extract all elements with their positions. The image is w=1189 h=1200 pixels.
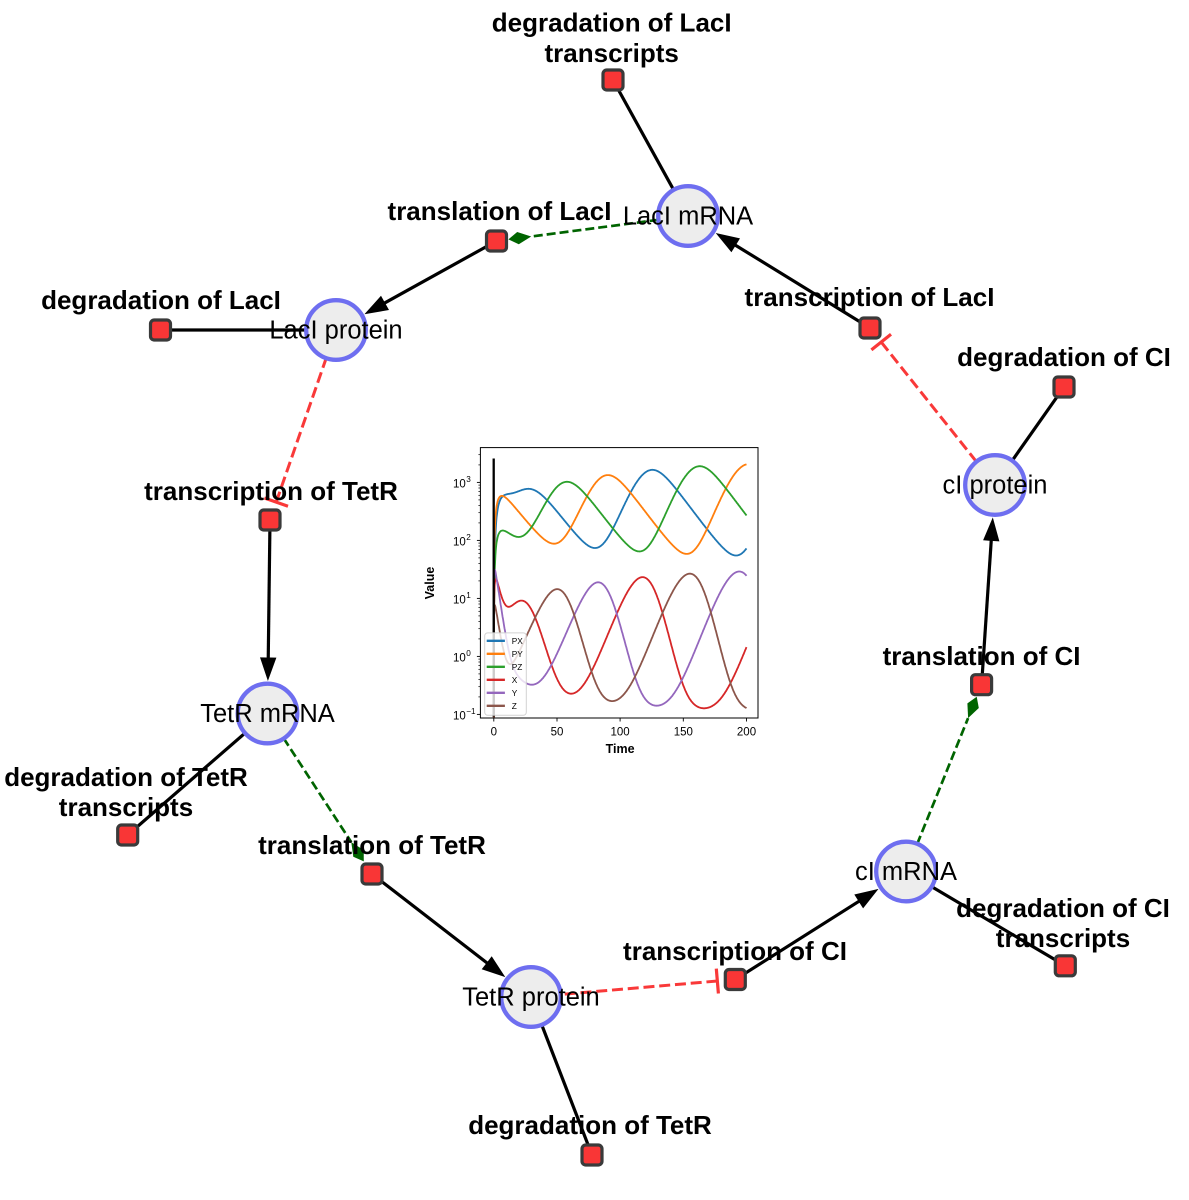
svg-text:2: 2 [466, 533, 471, 542]
svg-text:−1: −1 [466, 707, 476, 716]
svg-text:transcripts: transcripts [545, 38, 679, 68]
svg-text:PX: PX [512, 636, 524, 646]
svg-text:transcription of CI: transcription of CI [623, 936, 847, 966]
svg-text:degradation of TetR: degradation of TetR [4, 762, 248, 792]
svg-text:degradation of LacI: degradation of LacI [492, 7, 732, 37]
svg-text:0: 0 [491, 727, 497, 739]
svg-text:degradation of CI: degradation of CI [956, 893, 1170, 923]
svg-text:150: 150 [674, 727, 693, 739]
svg-text:Z: Z [512, 701, 517, 711]
svg-text:TetR protein: TetR protein [462, 984, 600, 1012]
svg-text:50: 50 [551, 727, 564, 739]
svg-text:10: 10 [453, 653, 466, 665]
svg-text:LacI mRNA: LacI mRNA [623, 203, 753, 231]
svg-text:degradation of LacI: degradation of LacI [41, 285, 281, 315]
svg-text:transcription of TetR: transcription of TetR [144, 476, 398, 506]
svg-text:TetR mRNA: TetR mRNA [200, 700, 335, 728]
svg-text:200: 200 [737, 727, 756, 739]
svg-text:translation of LacI: translation of LacI [388, 196, 612, 226]
svg-text:transcription of LacI: transcription of LacI [745, 282, 995, 312]
svg-text:X: X [512, 675, 518, 685]
svg-text:transcripts: transcripts [59, 792, 193, 822]
svg-text:degradation of TetR: degradation of TetR [468, 1110, 712, 1140]
svg-text:LacI protein: LacI protein [269, 317, 402, 345]
svg-text:10: 10 [453, 479, 466, 491]
svg-text:1: 1 [466, 591, 471, 600]
svg-text:cI mRNA: cI mRNA [855, 858, 957, 886]
svg-text:cI protein: cI protein [943, 472, 1048, 500]
svg-text:3: 3 [466, 475, 471, 484]
svg-text:100: 100 [611, 727, 630, 739]
svg-text:PY: PY [512, 649, 524, 659]
svg-text:Value: Value [423, 567, 437, 600]
svg-text:transcripts: transcripts [996, 923, 1130, 953]
svg-text:10: 10 [453, 595, 466, 607]
svg-text:Time: Time [606, 742, 635, 756]
svg-text:10: 10 [453, 711, 466, 723]
svg-text:translation of TetR: translation of TetR [258, 830, 486, 860]
svg-text:degradation of CI: degradation of CI [957, 342, 1171, 372]
svg-text:0: 0 [466, 649, 471, 658]
svg-text:Y: Y [512, 688, 518, 698]
svg-text:translation of CI: translation of CI [883, 641, 1081, 671]
svg-text:PZ: PZ [512, 662, 523, 672]
svg-text:10: 10 [453, 537, 466, 549]
